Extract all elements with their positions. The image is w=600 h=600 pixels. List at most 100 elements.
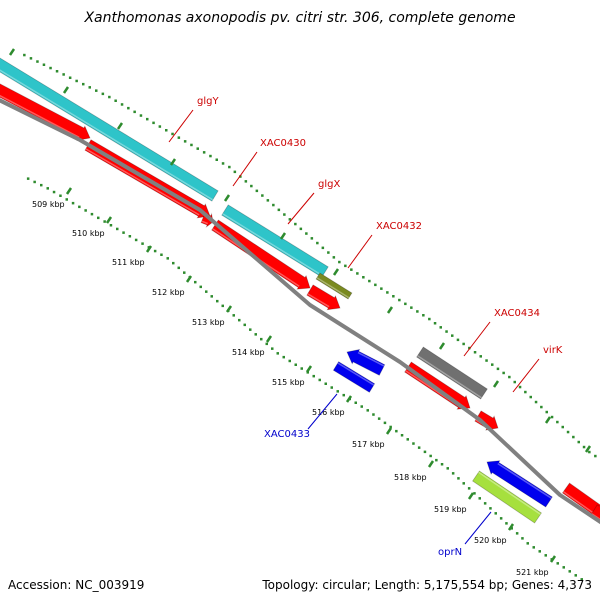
outer-dot xyxy=(127,106,130,110)
outer-tick-mark xyxy=(223,194,231,202)
outer-dot xyxy=(88,86,91,89)
outer-tick-mark xyxy=(332,268,340,276)
outer-dot xyxy=(255,189,259,193)
outer-dot xyxy=(68,76,72,79)
gene-glgX-track xyxy=(221,204,329,278)
inner-dot xyxy=(288,359,291,363)
inner-dot xyxy=(294,363,297,366)
inner-dot xyxy=(271,347,274,350)
inner-dot xyxy=(330,386,333,389)
inner-dot xyxy=(254,333,257,336)
scale-tick-label: 519 kbp xyxy=(434,505,467,514)
inner-dot xyxy=(84,209,87,212)
outer-dot xyxy=(594,454,597,458)
inner-dot xyxy=(300,367,303,370)
outer-dot xyxy=(496,367,500,371)
gene-blue-XAC0433 xyxy=(346,348,386,376)
gene-features xyxy=(0,57,600,524)
inner-dot xyxy=(417,446,421,449)
inner-dot xyxy=(90,212,94,216)
outer-dot xyxy=(350,268,353,271)
gene-glgY-track-highlight xyxy=(0,69,214,201)
outer-dot xyxy=(152,121,155,125)
outer-dot xyxy=(23,53,26,57)
inner-dot xyxy=(412,442,415,445)
inner-dot xyxy=(109,224,113,227)
genome-backbone xyxy=(0,98,600,525)
outer-dot xyxy=(540,405,543,409)
outer-dot xyxy=(582,445,586,449)
outer-dot xyxy=(456,338,460,342)
scale-tick-label: 518 kbp xyxy=(394,473,427,482)
outer-dot xyxy=(556,420,559,424)
scale-tick-label: 521 kbp xyxy=(516,568,549,577)
outer-dot xyxy=(29,57,33,60)
inner-dot xyxy=(446,467,449,470)
outer-dot xyxy=(62,73,65,76)
inner-dot xyxy=(205,290,208,293)
outer-dot xyxy=(139,114,143,117)
outer-dot xyxy=(133,110,136,114)
inner-dot xyxy=(406,438,409,441)
outer-dot xyxy=(374,283,377,287)
gene-label-glgY: glgY xyxy=(197,96,219,107)
outer-dot xyxy=(49,66,52,70)
outer-dot xyxy=(272,203,275,207)
outer-dot xyxy=(114,99,117,102)
inner-dot xyxy=(194,280,197,284)
outer-dot xyxy=(462,342,465,346)
outer-dot xyxy=(177,136,181,139)
inner-dot xyxy=(580,578,583,581)
scale-tick-label: 512 kbp xyxy=(152,288,185,297)
outer-tick-mark xyxy=(544,416,552,424)
outer-dot xyxy=(158,125,162,128)
inner-dot xyxy=(97,216,100,220)
inner-dot xyxy=(210,295,213,298)
inner-dot xyxy=(238,318,241,322)
gene-label-XAC0430: XAC0430 xyxy=(260,138,306,149)
gene-gray-XAC0434 xyxy=(416,346,488,400)
inner-tick-mark xyxy=(385,427,393,435)
outer-tick-mark xyxy=(584,445,592,453)
outer-dot xyxy=(82,82,85,86)
gene-label-leader xyxy=(232,151,258,187)
backbone-line xyxy=(0,98,600,525)
inner-dot xyxy=(128,235,132,238)
gene-label-oprN: oprN xyxy=(438,547,462,558)
gene-label-glgX: glgX xyxy=(318,179,340,190)
inner-tick-mark xyxy=(185,275,193,283)
outer-tick-mark xyxy=(438,342,446,350)
inner-dot xyxy=(532,546,535,549)
inner-dot xyxy=(33,180,36,184)
outer-dot xyxy=(392,295,395,298)
inner-dot xyxy=(216,299,219,303)
inner-dot xyxy=(556,562,559,565)
inner-dot xyxy=(451,472,455,475)
gene-label-leader xyxy=(347,234,373,269)
outer-dot xyxy=(294,222,297,226)
outer-dot xyxy=(261,194,264,197)
outer-dot xyxy=(228,165,231,169)
outer-dot xyxy=(288,218,292,221)
outer-tick-mark xyxy=(62,86,70,94)
outer-dot xyxy=(566,430,570,434)
inner-dot xyxy=(312,374,315,378)
outer-dot xyxy=(362,276,365,279)
outer-dot xyxy=(233,170,237,174)
inner-dot xyxy=(199,285,202,289)
inner-dot xyxy=(141,242,144,245)
genome-title: Xanthomonas axonopodis pv. citri str. 30… xyxy=(84,10,516,26)
gene-label-leader xyxy=(464,511,492,545)
outer-dot xyxy=(513,380,516,384)
inner-dot xyxy=(160,253,163,256)
inner-dot xyxy=(65,198,68,201)
gene-red-glgY-2-highlight xyxy=(85,148,200,216)
inner-dot xyxy=(499,517,503,520)
inner-dot xyxy=(423,450,427,454)
scale-tick-label: 513 kbp xyxy=(192,318,225,327)
scale-tick-label: 516 kbp xyxy=(312,408,345,417)
inner-dot xyxy=(324,382,327,385)
outer-dot xyxy=(468,346,471,350)
outer-dot xyxy=(545,410,548,414)
